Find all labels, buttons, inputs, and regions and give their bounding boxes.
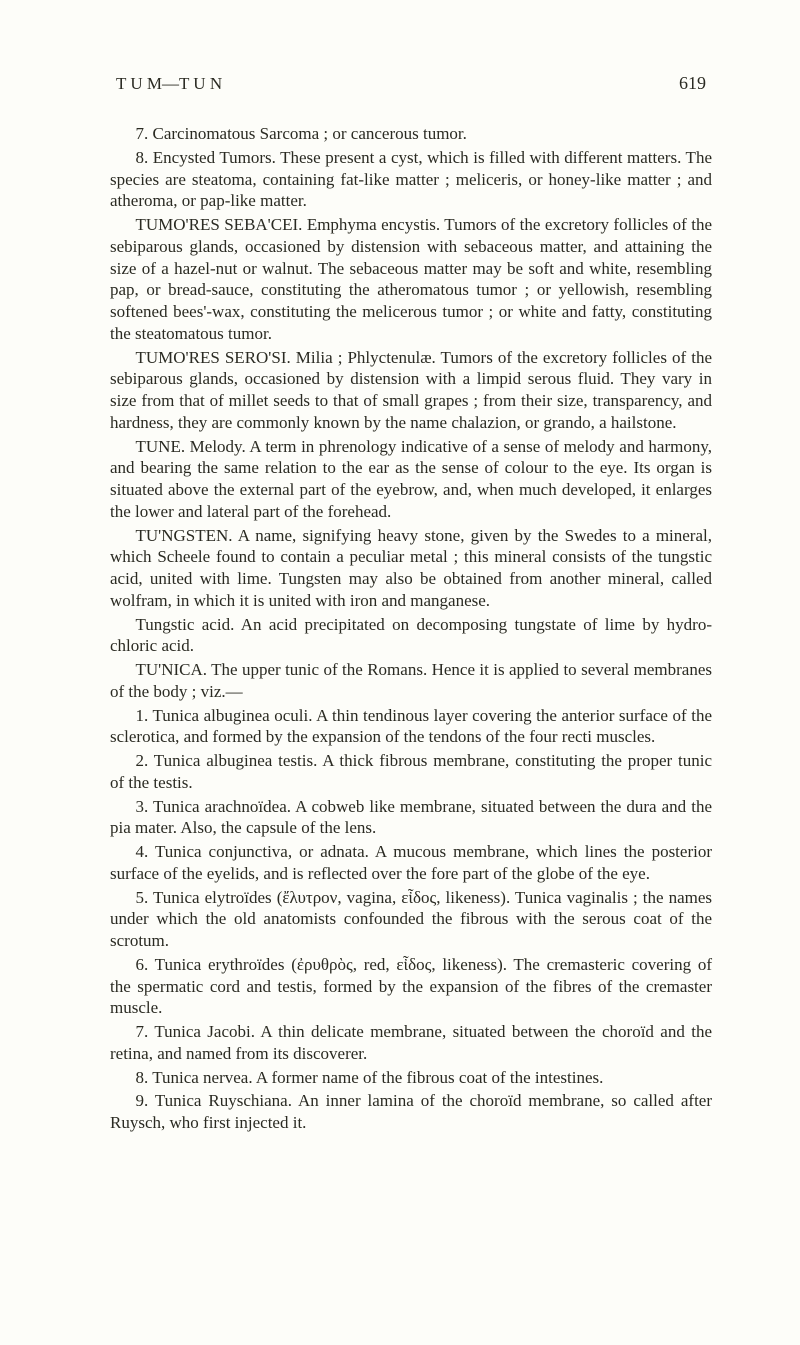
- paragraph: 7. Tunica Jacobi. A thin delicate membra…: [110, 1021, 712, 1065]
- paragraph: 2. Tunica albuginea testis. A thick fibr…: [110, 750, 712, 794]
- body-text: 7. Carcinomatous Sarcoma ; or cancerous …: [110, 123, 712, 1134]
- paragraph: 9. Tunica Ruyschiana. An inner lamina of…: [110, 1090, 712, 1134]
- paragraph: 8. Encysted Tumors. These present a cyst…: [110, 147, 712, 212]
- page-header: T U M—T U N 619: [110, 72, 712, 95]
- paragraph: TU'NICA. The upper tunic of the Romans. …: [110, 659, 712, 703]
- running-head: T U M—T U N: [116, 73, 222, 95]
- paragraph: 8. Tunica nervea. A former name of the f…: [110, 1067, 712, 1089]
- paragraph: 4. Tunica conjunctiva, or adnata. A muco…: [110, 841, 712, 885]
- page-number: 619: [679, 72, 706, 95]
- paragraph: Tungstic acid. An acid precipitated on d…: [110, 614, 712, 658]
- page: T U M—T U N 619 7. Carcinomatous Sarcoma…: [0, 0, 800, 1345]
- paragraph: TUMO'RES SERO'SI. Milia ; Phlyctenulæ. T…: [110, 347, 712, 434]
- paragraph: 1. Tunica albuginea oculi. A thin tendin…: [110, 705, 712, 749]
- paragraph: TUMO'RES SEBA'CEI. Emphyma encystis. Tum…: [110, 214, 712, 345]
- paragraph: 5. Tunica elytroïdes (ἔλυτρον, vagina, ε…: [110, 887, 712, 952]
- paragraph: 3. Tunica arachnoïdea. A cobweb like mem…: [110, 796, 712, 840]
- paragraph: TU'NGSTEN. A name, signifying heavy ston…: [110, 525, 712, 612]
- paragraph: 6. Tunica erythroïdes (ἐρυθρὸς, red, εἶδ…: [110, 954, 712, 1019]
- paragraph: TUNE. Melody. A term in phrenology indic…: [110, 436, 712, 523]
- paragraph: 7. Carcinomatous Sarcoma ; or cancerous …: [110, 123, 712, 145]
